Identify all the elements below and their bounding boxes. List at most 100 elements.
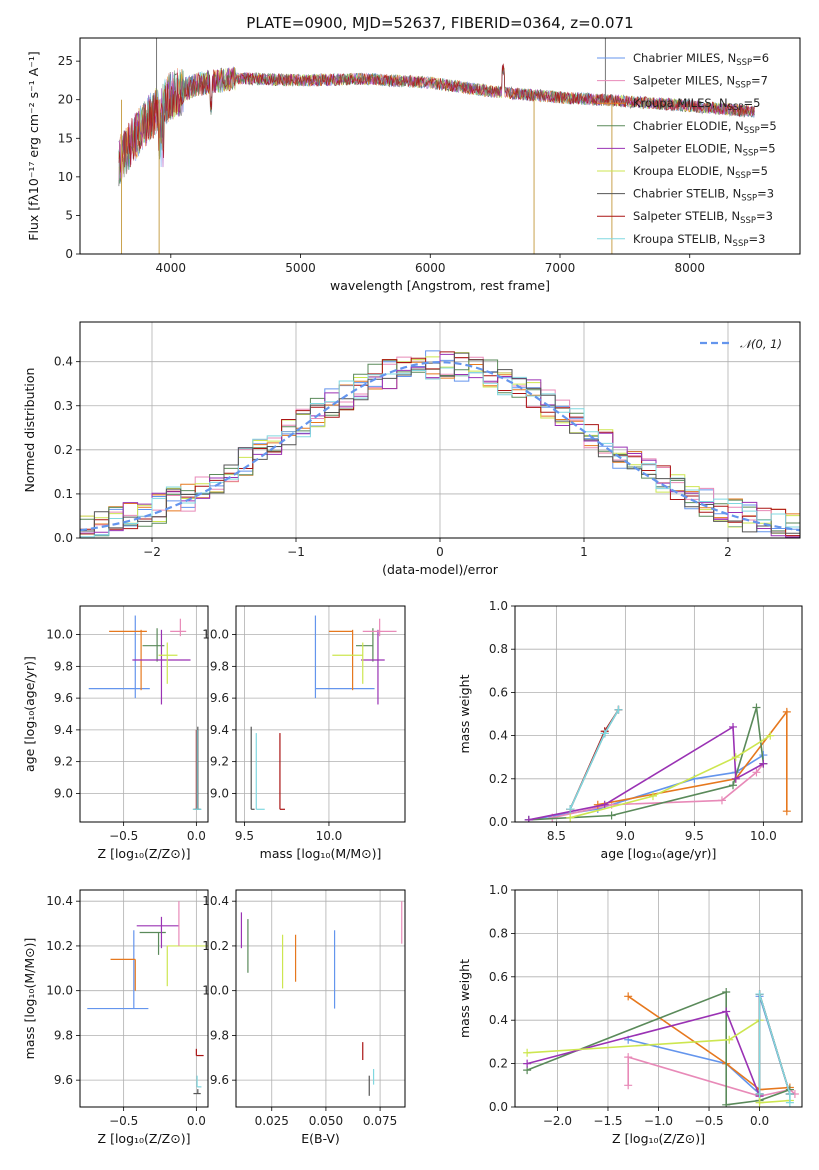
- y-tick-label: 0.2: [489, 1057, 508, 1071]
- y-axis-label: age [log₁₀(age/yr)]: [22, 656, 37, 772]
- weight-line-ks: [758, 993, 791, 1103]
- grid: [236, 890, 405, 1107]
- weight-marker-ks: [600, 729, 609, 738]
- errorbar-point-ks: [192, 729, 202, 810]
- y-axis-label: Flux [fλ10⁻¹⁷ erg cm⁻² s⁻¹ A⁻¹]: [26, 51, 41, 240]
- y-tick-label: 1.0: [489, 599, 508, 613]
- y-tick-label: 9.8: [210, 659, 229, 673]
- x-tick-label: 5000: [285, 261, 316, 275]
- weight-marker-se: [729, 722, 738, 731]
- axes-frame: [79, 37, 801, 255]
- y-tick-label: 20: [58, 93, 73, 107]
- grid: [80, 606, 208, 822]
- y-tick-label: 0.6: [489, 970, 508, 984]
- errorbar-point-ce: [142, 628, 165, 662]
- y-axis-label: Normed distribution: [22, 368, 37, 493]
- legend-entry-sm: Salpeter MILES, NSSP=7: [633, 74, 768, 91]
- x-axis-label: mass [log₁₀(M/M⊙)]: [260, 846, 382, 861]
- weight-marker-se: [731, 774, 740, 783]
- figure-title: PLATE=0900, MJD=52637, FIBERID=0364, z=0…: [246, 14, 633, 32]
- axes-frame: [79, 889, 209, 1108]
- y-tick-label: 0.4: [489, 1013, 508, 1027]
- errorbar-point-sm: [362, 618, 397, 637]
- y-tick-label: 10.0: [202, 628, 229, 642]
- x-axis-label: (data-model)/error: [382, 562, 499, 577]
- panel-age-mass: 9.5 10.0 9.0 9.2 9.4 9.6 9.8 10.0 mass [log₁₀(M/…: [202, 605, 406, 861]
- y-tick-label: 10.2: [46, 939, 73, 953]
- legend-entry-km: Kroupa MILES, NSSP=5: [633, 96, 760, 113]
- y-tick-label: 15: [58, 131, 73, 145]
- y-tick-label: 9.6: [210, 691, 229, 705]
- panel-mw-age: 8.5 9.0 9.5 10.0 0.0 0.2 0.4 0.6 0.8 1.0 age [log₁…: [457, 599, 803, 861]
- weight-marker-ks: [614, 705, 623, 714]
- axes-frame: [79, 605, 209, 823]
- y-tick-label: 9.2: [54, 755, 73, 769]
- errorbar-point-cm: [87, 930, 149, 1010]
- weight-marker-se: [600, 800, 609, 809]
- x-tick-label: 6000: [415, 261, 446, 275]
- y-tick-label: 0.2: [54, 443, 73, 457]
- weight-marker-sm: [752, 768, 761, 777]
- y-tick-label: 1.0: [489, 883, 508, 897]
- weight-marker-km: [593, 800, 602, 809]
- legend-entry-ke: Kroupa ELODIE, NSSP=5: [633, 164, 768, 181]
- x-tick-label: 0: [436, 545, 444, 559]
- legend: Chabrier MILES, NSSP=6 Salpeter MILES, NS…: [597, 51, 777, 249]
- x-tick-label: 0.050: [309, 1114, 343, 1128]
- x-tick-label: −1: [287, 545, 305, 559]
- y-tick-label: 10.0: [46, 984, 73, 998]
- y-tick-label: 9.2: [210, 755, 229, 769]
- legend-entry-normal: 𝒩(0, 1): [740, 337, 782, 351]
- errorbar-point-km: [328, 629, 354, 691]
- x-tick-label: −0.5: [109, 829, 138, 843]
- panel-mw-z: −2.0 −1.5 −1.0 −0.5 0.0 0.0 0.2 0.4 0.6 0.8 1.0 Z […: [457, 883, 803, 1146]
- weight-marker-sm: [717, 796, 726, 805]
- grid: [80, 890, 208, 1107]
- weight-line-km: [627, 995, 790, 1091]
- x-axis-label: Z [log₁₀(Z/Z⊙)]: [612, 1131, 705, 1146]
- weight-marker-ke: [648, 792, 657, 801]
- plot-area: [87, 901, 208, 1095]
- errorbar-point-cs: [193, 1089, 201, 1095]
- x-tick-label: 0.0: [187, 829, 206, 843]
- y-tick-label: 10.0: [46, 628, 73, 642]
- weight-marker-ks: [785, 1089, 794, 1098]
- errorbar-point-ke: [166, 945, 208, 987]
- x-tick-label: −2: [143, 545, 161, 559]
- weight-marker-km: [782, 807, 791, 816]
- weight-marker-ke: [523, 1048, 532, 1057]
- axes-frame: [235, 889, 406, 1108]
- y-tick-label: 9.0: [54, 786, 73, 800]
- weight-marker-ce: [729, 781, 738, 790]
- panel-mass-ebv: 0.025 0.050 0.075 9.6 9.8 10.0 10.2 10.4 E(B-V): [202, 889, 406, 1146]
- weight-marker-se: [759, 759, 768, 768]
- spectrum-series-ss: [118, 63, 755, 173]
- errorbar-point-ss: [279, 733, 286, 810]
- x-tick-label: 7000: [545, 261, 576, 275]
- grid: [236, 606, 405, 822]
- errorbar-point-ks: [196, 1075, 202, 1088]
- histogram-cs: [80, 352, 800, 534]
- x-axis-label: Z [log₁₀(Z/Z⊙)]: [98, 846, 191, 861]
- y-tick-label: 9.8: [210, 1028, 229, 1042]
- x-tick-label: 9.5: [235, 829, 254, 843]
- y-tick-label: 0.8: [489, 642, 508, 656]
- x-tick-label: −1.5: [593, 1114, 622, 1128]
- errorbar-point-ke: [332, 642, 364, 684]
- y-tick-label: 9.8: [54, 1028, 73, 1042]
- y-tick-label: 9.0: [210, 786, 229, 800]
- plot-area: [523, 987, 799, 1107]
- y-tick-label: 9.6: [54, 691, 73, 705]
- weight-marker-ks: [755, 1089, 764, 1098]
- weight-marker-ks: [785, 1098, 794, 1107]
- x-tick-label: −2.0: [543, 1114, 572, 1128]
- errorbar-point-ks: [255, 733, 265, 810]
- plot-area: [240, 901, 403, 1096]
- weight-marker-se: [722, 1007, 731, 1016]
- legend-entry-ks: Kroupa STELIB, NSSP=3: [633, 232, 765, 249]
- y-tick-label: 0.6: [489, 685, 508, 699]
- weight-marker-km: [782, 707, 791, 716]
- weight-marker-ce: [722, 1100, 731, 1107]
- weight-marker-se: [524, 815, 533, 822]
